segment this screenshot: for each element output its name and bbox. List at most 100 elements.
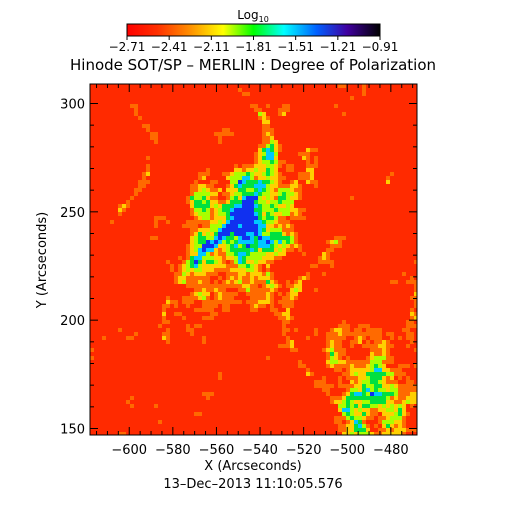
heatmap-cell	[202, 268, 206, 272]
heatmap-cell	[198, 288, 202, 292]
heatmap-cell	[366, 376, 370, 380]
heatmap-cell	[374, 332, 378, 336]
heatmap-cell	[394, 412, 398, 416]
heatmap-cell	[410, 332, 414, 336]
heatmap-cell	[270, 152, 274, 156]
heatmap-cell	[242, 164, 246, 168]
heatmap-cell	[206, 200, 210, 204]
heatmap-cell	[362, 332, 366, 336]
heatmap-cell	[258, 252, 262, 256]
heatmap-cell	[282, 200, 286, 204]
heatmap-cell	[262, 304, 266, 308]
heatmap-cell	[270, 196, 274, 200]
heatmap-cell	[238, 212, 242, 216]
heatmap-cell	[334, 236, 338, 240]
colorbar-ticks: −2.71 −2.41 −2.11 −1.81 −1.51 −1.21 −0.91	[109, 36, 398, 54]
heatmap-cell	[274, 188, 278, 192]
heatmap-cell	[350, 392, 354, 396]
heatmap-cell	[378, 388, 382, 392]
heatmap-cell	[338, 400, 342, 404]
heatmap-cell	[310, 372, 314, 376]
heatmap-cell	[410, 392, 414, 396]
heatmap-cell	[358, 372, 362, 376]
heatmap-cell	[230, 268, 234, 272]
heatmap-cell	[258, 204, 262, 208]
heatmap-cell	[278, 224, 282, 228]
heatmap-cell	[230, 248, 234, 252]
heatmap-cell	[226, 240, 230, 244]
heatmap-cell	[206, 236, 210, 240]
heatmap-cell	[214, 208, 218, 212]
heatmap-cell	[206, 296, 210, 300]
heatmap-cell	[390, 432, 394, 435]
heatmap-cell	[246, 184, 250, 188]
heatmap-cell	[322, 348, 326, 352]
heatmap-cell	[250, 220, 254, 224]
heatmap-cell	[246, 236, 250, 240]
heatmap-cell	[210, 312, 214, 316]
heatmap-cell	[258, 184, 262, 188]
heatmap-cell	[382, 392, 386, 396]
heatmap-cell	[358, 336, 362, 340]
heatmap-cell	[338, 244, 342, 248]
heatmap-cell	[206, 212, 210, 216]
heatmap-cell	[258, 156, 262, 160]
heatmap-cell	[386, 408, 390, 412]
heatmap-cell	[218, 284, 222, 288]
chart-title: Hinode SOT/SP – MERLIN : Degree of Polar…	[70, 56, 436, 74]
heatmap-cell	[254, 160, 258, 164]
heatmap-cell	[386, 332, 390, 336]
heatmap-cell	[262, 164, 266, 168]
heatmap-cell	[326, 352, 330, 356]
heatmap-cell	[410, 396, 414, 400]
heatmap-cell	[202, 224, 206, 228]
heatmap-cell	[298, 192, 302, 196]
heatmap-cell	[222, 268, 226, 272]
heatmap-cell	[290, 344, 294, 348]
heatmap-cell	[254, 164, 258, 168]
heatmap-cell	[206, 196, 210, 200]
heatmap-cell	[202, 276, 206, 280]
heatmap-cell	[270, 276, 274, 280]
heatmap-cell	[198, 204, 202, 208]
heatmap-cell	[230, 208, 234, 212]
heatmap-cell	[218, 220, 222, 224]
heatmap-cell	[390, 368, 394, 372]
heatmap-cell	[222, 280, 226, 284]
heatmap-cell	[206, 168, 210, 172]
heatmap-cell	[230, 240, 234, 244]
heatmap-cell	[358, 380, 362, 384]
heatmap-cell	[314, 160, 318, 164]
heatmap-cell	[222, 228, 226, 232]
heatmap-cell	[266, 264, 270, 268]
heatmap-cell	[262, 256, 266, 260]
heatmap-cell	[266, 208, 270, 212]
heatmap-cell	[182, 316, 186, 320]
heatmap-cell	[146, 124, 150, 128]
heatmap-cell	[214, 212, 218, 216]
heatmap-cell	[290, 348, 294, 352]
heatmap-cell	[366, 392, 370, 396]
heatmap-cell	[306, 148, 310, 152]
heatmap-cell	[290, 244, 294, 248]
heatmap-cell	[230, 228, 234, 232]
heatmap-cell	[242, 92, 246, 96]
heatmap-cell	[210, 192, 214, 196]
heatmap-cell	[190, 200, 194, 204]
heatmap-cell	[226, 268, 230, 272]
heatmap-cell	[222, 216, 226, 220]
heatmap-cell	[338, 356, 342, 360]
heatmap-cell	[222, 236, 226, 240]
heatmap-cell	[410, 428, 414, 432]
heatmap-cell	[250, 304, 254, 308]
heatmap-cell	[226, 184, 230, 188]
heatmap-cell	[410, 276, 414, 280]
heatmap-cell	[294, 216, 298, 220]
heatmap-cell	[402, 364, 406, 368]
heatmap-cell	[330, 248, 334, 252]
heatmap-cell	[282, 112, 286, 116]
heatmap-cell	[258, 232, 262, 236]
heatmap-cell	[358, 420, 362, 424]
heatmap-cell	[394, 368, 398, 372]
heatmap-cell	[166, 320, 170, 324]
